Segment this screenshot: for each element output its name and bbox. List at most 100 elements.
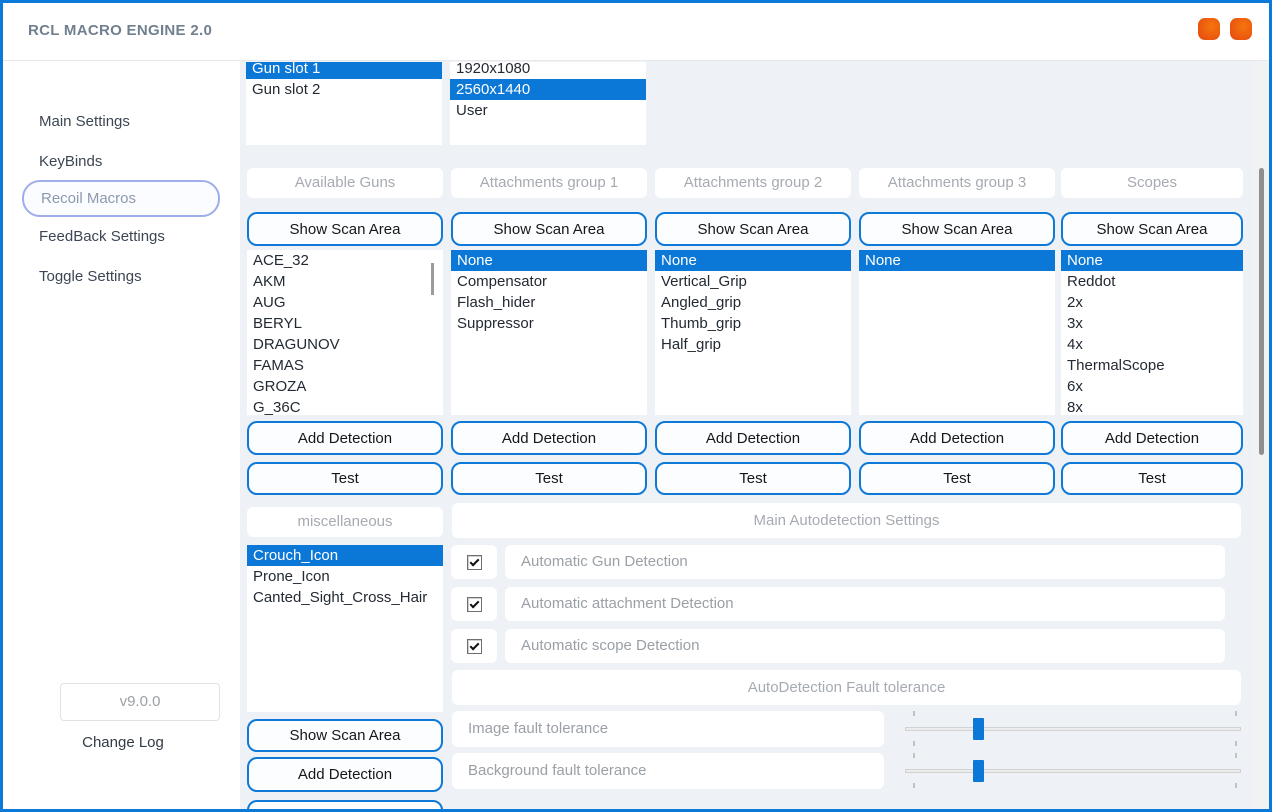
column-title: Attachments group 3 [859, 168, 1055, 198]
miscellaneous-list: Crouch_Icon Prone_Icon Canted_Sight_Cross_… [247, 545, 443, 712]
slider-tick [1235, 753, 1237, 758]
list-item[interactable]: None [859, 250, 1055, 271]
list-item[interactable]: 2x [1067, 294, 1083, 311]
list-item[interactable]: 2560x1440 [450, 79, 646, 100]
slider-track[interactable] [905, 727, 1241, 731]
minimize-button[interactable] [1198, 18, 1220, 40]
slider-tick [913, 711, 915, 716]
show-scan-area-button[interactable]: Show Scan Area [451, 212, 647, 246]
list-item[interactable]: None [655, 250, 851, 271]
slider-thumb[interactable] [973, 718, 984, 740]
background-fault-tolerance-slider[interactable] [905, 753, 1243, 789]
list-item[interactable]: 1920x1080 [456, 62, 531, 77]
column-title: Available Guns [247, 168, 443, 198]
misc-test-button-partial[interactable] [247, 800, 443, 809]
auto-attachment-detection-checkbox[interactable] [451, 587, 497, 621]
list-item[interactable]: Prone_Icon [253, 568, 330, 585]
sidebar-item-toggle-settings[interactable]: Toggle Settings [39, 268, 142, 285]
close-button[interactable] [1230, 18, 1252, 40]
misc-show-scan-area-button[interactable]: Show Scan Area [247, 719, 443, 752]
list-item[interactable]: GROZA [253, 378, 307, 395]
main-scrollbar-track[interactable] [1253, 61, 1269, 809]
autodetection-settings-header: Main Autodetection Settings [452, 503, 1241, 538]
list-item[interactable]: DRAGUNOV [253, 336, 340, 353]
list-item[interactable]: None [1061, 250, 1243, 271]
add-detection-button[interactable]: Add Detection [655, 421, 851, 455]
add-detection-button[interactable]: Add Detection [247, 421, 443, 455]
main-scrollbar-thumb[interactable] [1259, 168, 1264, 455]
column-attachments-group-1: Attachments group 1 Show Scan Area None C… [451, 168, 647, 498]
slider-track[interactable] [905, 769, 1241, 773]
list-item[interactable]: Flash_hider [457, 294, 536, 311]
list-item[interactable]: AKM [253, 273, 286, 290]
checkbox-icon[interactable] [466, 638, 482, 654]
column-title: Attachments group 2 [655, 168, 851, 198]
list-item[interactable]: Canted_Sight_Cross_Hair [253, 589, 428, 606]
list-item[interactable]: Reddot [1067, 273, 1116, 290]
column-attachments-group-2: Attachments group 2 Show Scan Area None V… [655, 168, 851, 498]
show-scan-area-button[interactable]: Show Scan Area [859, 212, 1055, 246]
auto-scope-detection-checkbox[interactable] [451, 629, 497, 663]
change-log-link[interactable]: Change Log [82, 734, 164, 751]
test-button[interactable]: Test [247, 462, 443, 495]
test-button[interactable]: Test [655, 462, 851, 495]
checkbox-icon[interactable] [466, 596, 482, 612]
show-scan-area-button[interactable]: Show Scan Area [247, 212, 443, 246]
auto-gun-detection-checkbox[interactable] [451, 545, 497, 579]
slider-tick [913, 741, 915, 746]
list-item[interactable]: 6x [1067, 378, 1083, 395]
slider-thumb[interactable] [973, 760, 984, 782]
test-button[interactable]: Test [451, 462, 647, 495]
add-detection-button[interactable]: Add Detection [859, 421, 1055, 455]
list-item[interactable]: FAMAS [253, 357, 304, 374]
list-item[interactable]: Angled_grip [661, 294, 742, 311]
list-item[interactable]: Vertical_Grip [661, 273, 747, 290]
sidebar: Main Settings KeyBinds Recoil Macros Fee… [3, 61, 240, 809]
column-title: Scopes [1061, 168, 1243, 198]
slider-tick [913, 783, 915, 788]
column-title: Attachments group 1 [451, 168, 647, 198]
list-item[interactable]: 4x [1067, 336, 1083, 353]
list-item[interactable]: 3x [1067, 315, 1083, 332]
fault-tolerance-header: AutoDetection Fault tolerance [452, 670, 1241, 705]
show-scan-area-button[interactable]: Show Scan Area [655, 212, 851, 246]
sidebar-item-recoil-macros[interactable]: Recoil Macros [22, 180, 220, 217]
list-item[interactable]: Thumb_grip [661, 315, 742, 332]
list-item[interactable]: BERYL [253, 315, 302, 332]
sidebar-item-main-settings[interactable]: Main Settings [39, 113, 130, 130]
list-item[interactable]: Half_grip [661, 336, 722, 353]
list-item[interactable]: ACE_32 [253, 252, 309, 269]
list-item[interactable]: G_36C [253, 399, 301, 415]
background-fault-tolerance-label: Background fault tolerance [452, 753, 884, 789]
attachment-list-3: None [859, 250, 1055, 415]
auto-scope-detection-label: Automatic scope Detection [505, 629, 1225, 663]
list-item[interactable]: None [451, 250, 647, 271]
sidebar-item-keybinds[interactable]: KeyBinds [39, 153, 103, 170]
list-item[interactable]: Crouch_Icon [247, 545, 443, 566]
list-item[interactable]: Gun slot 2 [252, 81, 321, 98]
test-button[interactable]: Test [1061, 462, 1243, 495]
list-item[interactable]: Compensator [457, 273, 548, 290]
checkbox-icon[interactable] [466, 554, 482, 570]
column-scopes: Scopes Show Scan Area None Reddot 2x 3x 4x Th… [1061, 168, 1243, 498]
list-item[interactable]: ThermalScope [1067, 357, 1165, 374]
image-fault-tolerance-slider[interactable] [905, 711, 1243, 747]
miscellaneous-title: miscellaneous [247, 507, 443, 537]
test-button[interactable]: Test [859, 462, 1055, 495]
add-detection-button[interactable]: Add Detection [1061, 421, 1243, 455]
sidebar-item-feedback-settings[interactable]: FeedBack Settings [39, 228, 165, 245]
version-label: v9.0.0 [60, 683, 220, 721]
list-item[interactable]: AUG [253, 294, 286, 311]
list-item[interactable]: 8x [1067, 399, 1083, 415]
list-item[interactable]: Gun slot 1 [246, 62, 442, 79]
column-available-guns: Available Guns Show Scan Area ACE_32 AKM A… [247, 168, 443, 498]
list-item[interactable]: Suppressor [457, 315, 534, 332]
column-attachments-group-3: Attachments group 3 Show Scan Area None … [859, 168, 1055, 498]
show-scan-area-button[interactable]: Show Scan Area [1061, 212, 1243, 246]
gun-list-scrollbar[interactable] [431, 263, 434, 295]
list-item[interactable]: User [456, 102, 488, 119]
misc-add-detection-button[interactable]: Add Detection [247, 757, 443, 792]
add-detection-button[interactable]: Add Detection [451, 421, 647, 455]
gun-list: ACE_32 AKM AUG BERYL DRAGUNOV FAMAS GROZA G_36C [247, 250, 443, 415]
